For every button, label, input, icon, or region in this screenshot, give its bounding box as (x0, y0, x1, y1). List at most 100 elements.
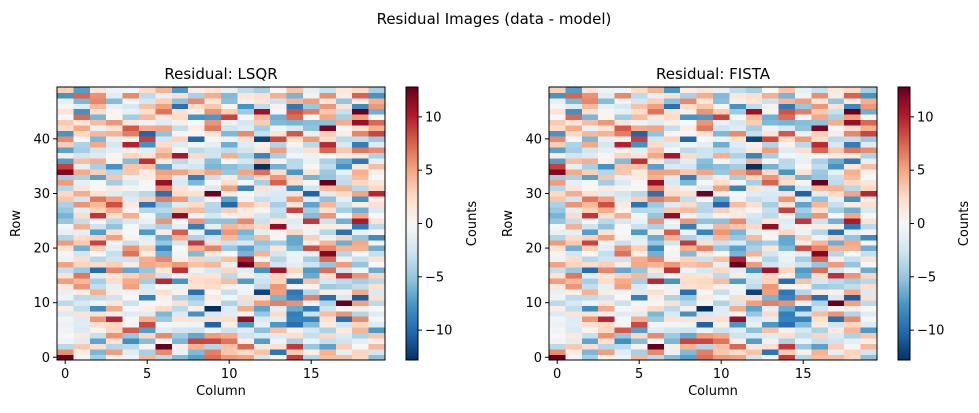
heatmap-cell (680, 338, 697, 345)
heatmap-cell (549, 168, 566, 175)
heatmap-cell (565, 114, 583, 121)
colorbar-segment (406, 162, 418, 165)
heatmap-cell (106, 327, 123, 334)
heatmap-cell (762, 354, 779, 361)
heatmap-cell (598, 125, 615, 132)
heatmap-cell (631, 294, 648, 301)
heatmap-cell (860, 316, 878, 323)
heatmap-cell (303, 354, 320, 361)
heatmap-cell (713, 278, 730, 284)
heatmap-cell (319, 256, 337, 263)
heatmap-cell (631, 289, 648, 295)
heatmap-cell (647, 250, 665, 257)
heatmap-cell (696, 299, 714, 306)
heatmap-cell (286, 256, 304, 263)
heatmap-cell (696, 147, 714, 153)
heatmap-cell (155, 239, 173, 246)
heatmap-cell (565, 163, 583, 170)
heatmap-cell (696, 103, 714, 110)
heatmap-cell (204, 157, 222, 164)
heatmap-cell (647, 316, 665, 323)
heatmap-cell (57, 267, 74, 274)
heatmap-cell (57, 163, 74, 170)
heatmap-cell (319, 152, 337, 159)
heatmap-cell (827, 114, 845, 121)
heatmap-cell (352, 234, 369, 241)
heatmap-cell (352, 289, 369, 295)
heatmap-cell (368, 168, 386, 175)
heatmap-cell (286, 338, 304, 345)
colorbar-segment (406, 348, 418, 352)
heatmap-cell (614, 338, 632, 345)
heatmap-cell (155, 108, 173, 115)
heatmap-cell (171, 267, 189, 274)
heatmap-cell (155, 250, 173, 257)
heatmap-cell (319, 278, 337, 284)
heatmap-cell (713, 256, 730, 263)
heatmap-cell (680, 272, 697, 279)
heatmap-cell (171, 321, 189, 328)
heatmap-cell (221, 289, 238, 295)
heatmap-cell (270, 228, 287, 235)
heatmap-cell (270, 305, 287, 312)
heatmap-cell (696, 283, 714, 290)
heatmap-cell (631, 327, 648, 334)
heatmap-cell (647, 147, 665, 153)
heatmap-cell (860, 103, 878, 110)
heatmap-cell (713, 130, 730, 137)
heatmap-cell (221, 108, 238, 115)
heatmap-cell (762, 196, 779, 203)
heatmap-cell (237, 207, 255, 213)
heatmap-cell (139, 163, 156, 170)
heatmap-cell (614, 185, 632, 192)
heatmap-cell (549, 152, 566, 159)
heatmap-cell (581, 92, 599, 99)
heatmap-cell (860, 354, 878, 361)
heatmap-cell (89, 228, 107, 235)
heatmap-cell (598, 157, 615, 164)
heatmap-cell (139, 343, 156, 350)
heatmap-cell (155, 168, 173, 175)
heatmap-cell (778, 349, 796, 355)
colorbar-segment (406, 298, 418, 302)
colorbar-segment (898, 316, 910, 320)
heatmap-cell (335, 147, 353, 153)
heatmap-cell (237, 239, 255, 246)
heatmap-cell (221, 185, 238, 192)
heatmap-cell (188, 108, 205, 115)
heatmap-cell (598, 332, 615, 339)
heatmap-cell (352, 152, 369, 159)
heatmap-cell (549, 212, 566, 219)
heatmap-cell (549, 272, 566, 279)
heatmap-cell (319, 321, 337, 328)
heatmap-cell (860, 185, 878, 192)
heatmap-cell (811, 108, 829, 115)
heatmap-cell (598, 218, 615, 224)
heatmap-cell (598, 256, 615, 263)
heatmap-cell (696, 87, 714, 93)
heatmap-cell (286, 343, 304, 350)
heatmap-cell (270, 283, 287, 290)
heatmap-cell (795, 179, 812, 186)
heatmap-cell (319, 305, 337, 312)
heatmap-cell (778, 174, 796, 181)
heatmap-cell (237, 103, 255, 110)
heatmap-cell (237, 256, 255, 263)
heatmap-cell (680, 174, 697, 181)
heatmap-cell (860, 272, 878, 279)
heatmap-cell (303, 234, 320, 241)
heatmap-cell (368, 299, 386, 306)
heatmap-cell (89, 218, 107, 224)
heatmap-cell (237, 332, 255, 339)
heatmap-cell (631, 207, 648, 213)
heatmap-cell (860, 332, 878, 339)
heatmap-cell (745, 239, 763, 246)
heatmap-cell (778, 136, 796, 142)
heatmap-cell (614, 278, 632, 284)
colorbar-segment (898, 127, 910, 131)
heatmap-cell (319, 108, 337, 115)
heatmap-cell (89, 97, 107, 104)
heatmap-cell (631, 114, 648, 121)
heatmap-cell (598, 289, 615, 295)
heatmap-cell (745, 152, 763, 159)
